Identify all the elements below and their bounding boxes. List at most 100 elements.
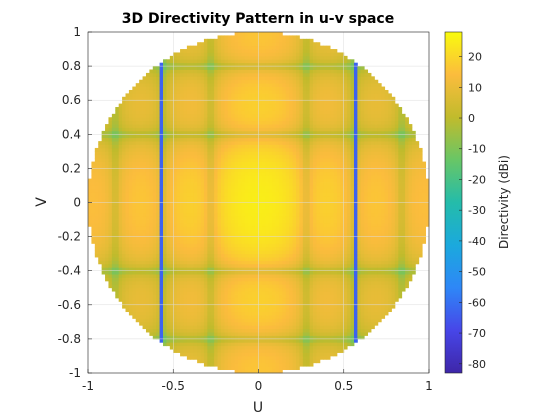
heatmap-cell [156, 301, 161, 306]
heatmap-cell [258, 308, 263, 313]
heatmap-cell [190, 291, 195, 295]
heatmap-cell [268, 168, 273, 173]
heatmap-cell [145, 304, 150, 309]
heatmap-cell [145, 161, 150, 166]
heatmap-cell [176, 134, 181, 139]
heatmap-cell [180, 216, 184, 220]
heatmap-cell [248, 342, 253, 347]
heatmap-cell [180, 76, 184, 81]
heatmap-cell [282, 69, 287, 74]
heatmap-cell [197, 359, 201, 364]
heatmap-cell [173, 182, 178, 186]
heatmap-cell [180, 277, 184, 282]
heatmap-cell [227, 212, 232, 217]
heatmap-cell [268, 86, 273, 91]
heatmap-cell [163, 205, 167, 210]
heatmap-cell [258, 301, 263, 306]
heatmap-cell [289, 86, 293, 91]
heatmap-cell [258, 216, 263, 220]
heatmap-cell [190, 297, 195, 302]
heatmap-cell [128, 219, 133, 224]
heatmap-cell [152, 154, 157, 159]
heatmap-cell [183, 301, 188, 306]
heatmap-cell [210, 277, 215, 282]
heatmap-cell [231, 120, 236, 125]
heatmap-cell [135, 257, 140, 261]
heatmap-cell [94, 219, 99, 224]
heatmap-cell [258, 321, 263, 326]
heatmap-cell [135, 263, 140, 268]
heatmap-cell [285, 110, 290, 115]
heatmap-cell [169, 345, 174, 350]
heatmap-cell [272, 315, 276, 319]
heatmap-cell [265, 66, 270, 70]
heatmap-cell [149, 291, 154, 295]
heatmap-cell [217, 89, 222, 94]
heatmap-cell [115, 130, 120, 135]
heatmap-cell [163, 311, 167, 316]
heatmap-cell [231, 182, 236, 186]
heatmap-cell [190, 304, 195, 309]
heatmap-cell [139, 151, 143, 156]
heatmap-cell [115, 267, 120, 272]
heatmap-cell [152, 321, 157, 326]
heatmap-cell [285, 332, 290, 336]
heatmap-cell [265, 342, 270, 347]
heatmap-cell [101, 222, 106, 227]
heatmap-cell [152, 240, 157, 244]
heatmap-cell [139, 297, 143, 302]
heatmap-cell [268, 137, 273, 142]
heatmap-cell [163, 325, 167, 330]
heatmap-cell [190, 284, 195, 289]
heatmap-cell [197, 86, 201, 91]
heatmap-cell [132, 124, 137, 128]
heatmap-cell [268, 301, 273, 306]
heatmap-cell [105, 175, 109, 180]
heatmap-cell [234, 45, 239, 50]
heatmap-cell [200, 96, 205, 101]
heatmap-cell [145, 168, 150, 173]
heatmap-cell [265, 199, 270, 203]
heatmap-cell [255, 253, 259, 258]
heatmap-cell [251, 243, 256, 248]
heatmap-cell [142, 76, 147, 81]
heatmap-cell [231, 124, 236, 128]
heatmap-cell [278, 49, 283, 53]
heatmap-cell [152, 325, 157, 330]
heatmap-cell [238, 127, 242, 132]
heatmap-cell [128, 304, 133, 309]
heatmap-cell [268, 369, 273, 374]
heatmap-cell [289, 212, 293, 217]
heatmap-cell [227, 35, 232, 40]
heatmap-cell [210, 171, 215, 176]
heatmap-cell [210, 263, 215, 268]
heatmap-cell [217, 250, 222, 255]
heatmap-cell [238, 154, 242, 159]
heatmap-cell [217, 219, 222, 224]
heatmap-cell [108, 240, 113, 244]
heatmap-cell [261, 315, 266, 319]
heatmap-cell [200, 345, 205, 350]
heatmap-cell [173, 236, 178, 241]
heatmap-cell [190, 318, 195, 323]
heatmap-cell [289, 45, 293, 50]
heatmap-cell [180, 117, 184, 122]
heatmap-cell [207, 100, 212, 105]
heatmap-cell [238, 297, 242, 302]
heatmap-cell [125, 147, 130, 152]
heatmap-cell [258, 253, 263, 258]
heatmap-cell [248, 182, 253, 186]
heatmap-cell [149, 267, 154, 272]
heatmap-cell [98, 209, 103, 214]
heatmap-cell [135, 205, 140, 210]
heatmap-cell [163, 222, 167, 227]
heatmap-cell [227, 287, 232, 292]
heatmap-cell [173, 260, 178, 265]
heatmap-cell [193, 280, 198, 285]
heatmap-cell [224, 199, 229, 203]
heatmap-cell [255, 117, 259, 122]
heatmap-cell [91, 168, 96, 173]
heatmap-cell [217, 253, 222, 258]
heatmap-cell [224, 110, 229, 115]
heatmap-cell [261, 55, 266, 60]
